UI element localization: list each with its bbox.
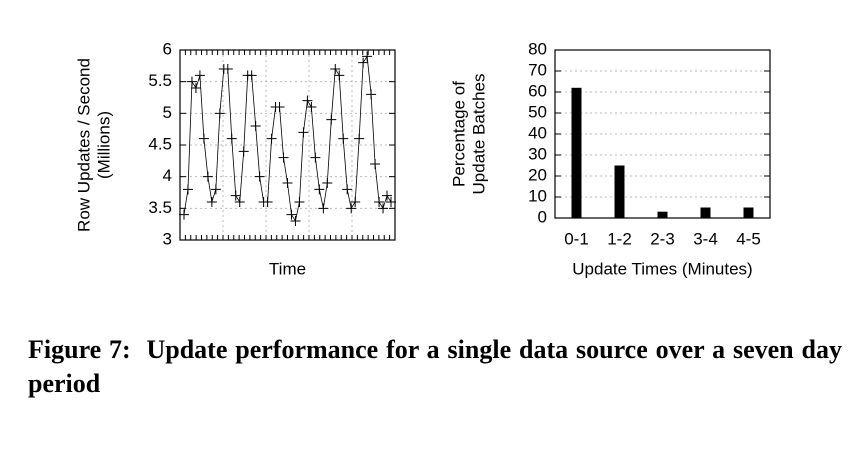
point-marker — [314, 184, 325, 195]
point-marker — [202, 171, 213, 182]
x-tick-label: 0-1 — [564, 229, 589, 248]
point-marker — [334, 70, 345, 81]
y-tick-label: 0 — [538, 207, 547, 226]
point-marker — [370, 159, 381, 169]
y-tick-label: 60 — [528, 81, 547, 100]
point-marker — [179, 209, 189, 220]
y-tick-label: 40 — [528, 123, 547, 142]
x-tick-label: 4-5 — [736, 229, 761, 248]
y-tick-label: 4.5 — [148, 134, 172, 153]
point-marker — [210, 184, 221, 195]
point-marker — [346, 203, 357, 214]
plot-frame — [554, 49, 771, 219]
point-marker — [206, 197, 217, 207]
point-marker — [250, 121, 261, 131]
y-tick-label: 4 — [163, 166, 172, 185]
bar — [657, 211, 668, 218]
point-marker — [322, 178, 333, 188]
point-marker — [230, 190, 241, 201]
y-tick-label: 3 — [163, 229, 172, 248]
point-marker — [350, 197, 361, 207]
point-marker — [366, 89, 377, 100]
point-marker — [306, 102, 317, 112]
x-tick-label: 3-4 — [693, 229, 718, 248]
point-marker — [378, 203, 389, 214]
x-tick-label: 1-2 — [607, 229, 632, 248]
point-marker — [318, 203, 329, 214]
point-marker — [374, 197, 385, 207]
y-tick-label: 80 — [528, 39, 547, 58]
point-marker — [226, 133, 237, 144]
point-marker — [298, 127, 309, 138]
point-marker — [330, 64, 341, 74]
y-axis-label: Percentage of — [449, 81, 468, 187]
point-marker — [386, 197, 396, 207]
point-marker — [294, 197, 305, 207]
point-marker — [222, 64, 233, 74]
point-marker — [274, 102, 285, 112]
point-marker — [246, 70, 257, 81]
point-marker — [238, 146, 249, 157]
point-marker — [194, 70, 205, 81]
point-marker — [182, 184, 193, 195]
y-tick-label: 3.5 — [148, 198, 172, 217]
x-axis-label: Update Times (Minutes) — [572, 259, 752, 278]
point-marker — [262, 197, 273, 207]
figure: 3 3.5 4 4.5 5 5.5 6 Row Updates / Second (Millio… — [74, 39, 771, 278]
y-tick-label: 6 — [163, 39, 172, 58]
bar — [700, 207, 711, 218]
point-marker — [358, 57, 369, 68]
bar — [571, 87, 582, 218]
plot-frame — [179, 49, 396, 241]
point-marker — [310, 152, 321, 163]
x-tick-label: 2-3 — [650, 229, 675, 248]
point-marker — [354, 133, 365, 144]
point-marker — [326, 114, 337, 125]
bar — [743, 207, 754, 218]
point-marker — [362, 51, 373, 62]
point-marker — [234, 197, 245, 207]
y-axis-label: Row Updates / Second — [74, 58, 93, 232]
y-axis-label: Update Batches — [469, 74, 488, 195]
point-marker — [198, 133, 209, 144]
y-tick-label: 50 — [528, 102, 547, 121]
point-marker — [254, 171, 265, 182]
point-marker — [302, 95, 313, 106]
point-marker — [282, 178, 293, 188]
point-marker — [338, 133, 349, 144]
y-tick-label: 5.5 — [148, 71, 172, 90]
point-marker — [382, 190, 393, 201]
y-axis-label: (Millions) — [94, 111, 113, 179]
point-marker — [186, 76, 197, 87]
point-marker — [342, 184, 353, 195]
caption: Figure 7: Update performance for a singl… — [28, 335, 849, 398]
point-marker — [214, 108, 225, 119]
point-marker — [278, 152, 289, 163]
y-tick-label: 10 — [528, 186, 547, 205]
y-tick-label: 20 — [528, 165, 547, 184]
y-tick-label: 5 — [163, 103, 172, 122]
point-marker — [286, 209, 297, 220]
point-marker — [266, 133, 277, 144]
point-marker — [290, 216, 301, 226]
y-tick-label: 30 — [528, 144, 547, 163]
bar — [614, 165, 625, 218]
x-axis-label: Time — [269, 259, 306, 278]
point-marker — [190, 83, 201, 93]
y-tick-label: 70 — [528, 60, 547, 79]
